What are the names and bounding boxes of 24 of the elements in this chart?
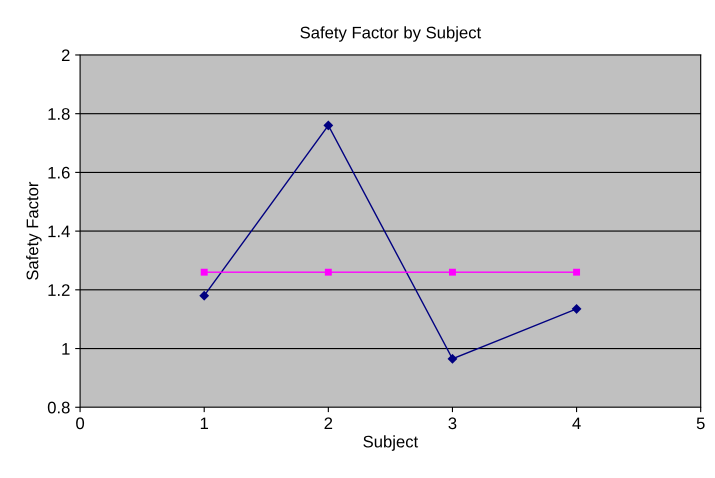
y-tick-label: 0.8 bbox=[48, 402, 70, 414]
x-tick-label: 0 bbox=[76, 417, 84, 430]
point bbox=[573, 268, 580, 276]
y-tick-label: 1.6 bbox=[48, 166, 70, 179]
x-tick-label: 1 bbox=[200, 418, 208, 430]
y-tick-label: 1.4 bbox=[48, 226, 70, 238]
x-tick-label: 4 bbox=[572, 418, 581, 430]
x-axis-title: Subject bbox=[363, 435, 418, 451]
y-tick-label: 1 bbox=[62, 343, 70, 355]
point bbox=[200, 268, 208, 276]
y-tick-label: 1.8 bbox=[48, 108, 70, 120]
x-tick-label: 3 bbox=[448, 417, 456, 430]
y-axis-title: Safety Factor bbox=[26, 182, 42, 280]
y-tick-label: 2 bbox=[62, 49, 70, 62]
point bbox=[572, 304, 582, 314]
y-tick-label: 1.2 bbox=[48, 284, 70, 296]
x-tick-label: 2 bbox=[324, 417, 332, 430]
point bbox=[448, 268, 456, 276]
chart-title: Safety Factor by Subject bbox=[300, 26, 482, 42]
point bbox=[324, 120, 333, 130]
point bbox=[200, 291, 209, 300]
point bbox=[324, 268, 332, 276]
x-tick-label: 5 bbox=[696, 418, 705, 430]
point bbox=[448, 354, 458, 364]
